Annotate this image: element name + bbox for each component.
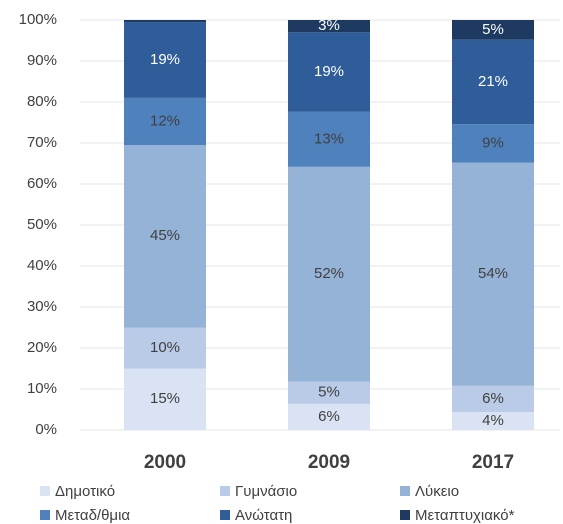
y-tick-label: 90% [27, 52, 57, 69]
y-tick-label: 80% [27, 93, 57, 110]
data-label: 10% [150, 339, 180, 356]
bar-segment [288, 32, 370, 112]
legend-label: Δημοτικό [55, 483, 115, 500]
legend-swatch [40, 510, 50, 520]
legend-label: Λύκειο [415, 483, 459, 500]
data-label: 9% [482, 134, 504, 151]
bar-segment [452, 20, 534, 40]
y-tick-label: 60% [27, 175, 57, 192]
y-tick-label: 10% [27, 380, 57, 397]
data-label: 6% [318, 408, 340, 425]
y-tick-label: 20% [27, 339, 57, 356]
bar-segment [124, 368, 206, 430]
y-tick-label: 50% [27, 216, 57, 233]
bar-segment [288, 381, 370, 404]
legend-swatch [400, 510, 410, 520]
y-tick-label: 30% [27, 298, 57, 315]
data-label: 19% [150, 51, 180, 68]
bar-segment [288, 403, 370, 430]
x-tick-label: 2000 [144, 452, 186, 473]
legend-label: Γυμνάσιο [235, 483, 297, 500]
bar-segment [124, 97, 206, 146]
legend-swatch [220, 486, 230, 496]
y-tick-label: 40% [27, 257, 57, 274]
data-label: 12% [150, 112, 180, 129]
x-tick-label: 2009 [308, 452, 350, 473]
data-label: 6% [482, 390, 504, 407]
legend-label: Ανώτατη [235, 507, 292, 524]
x-tick-label: 2017 [472, 452, 514, 473]
bar-segment [124, 22, 206, 98]
data-label: 5% [318, 384, 340, 401]
data-label: 4% [482, 412, 504, 429]
data-label: 15% [150, 390, 180, 407]
bar-segment [124, 327, 206, 369]
data-label: 52% [314, 265, 344, 282]
legend-label: Μεταδ/θμια [55, 507, 130, 524]
bar-segment [452, 124, 534, 163]
data-label: 45% [150, 227, 180, 244]
bar-segment [124, 145, 206, 328]
bar-segment [452, 162, 534, 386]
y-tick-label: 100% [19, 11, 57, 28]
data-label: 19% [314, 63, 344, 80]
data-label: 3% [318, 17, 340, 34]
legend-swatch [220, 510, 230, 520]
data-label: 21% [478, 73, 508, 90]
legend-swatch [40, 486, 50, 496]
bar-segment [288, 111, 370, 167]
bar-segment [452, 411, 534, 430]
data-label: 54% [478, 265, 508, 282]
y-tick-label: 0% [35, 421, 57, 438]
data-label: 5% [482, 21, 504, 38]
legend-swatch [400, 486, 410, 496]
legend-label: Μεταπτυχιακό* [415, 507, 515, 524]
data-label: 13% [314, 130, 344, 147]
bar-segment [288, 166, 370, 382]
bar-segment [288, 20, 370, 33]
bar-segment [452, 39, 534, 125]
bar-segment [124, 20, 206, 23]
y-tick-label: 70% [27, 134, 57, 151]
bar-segment [452, 385, 534, 412]
